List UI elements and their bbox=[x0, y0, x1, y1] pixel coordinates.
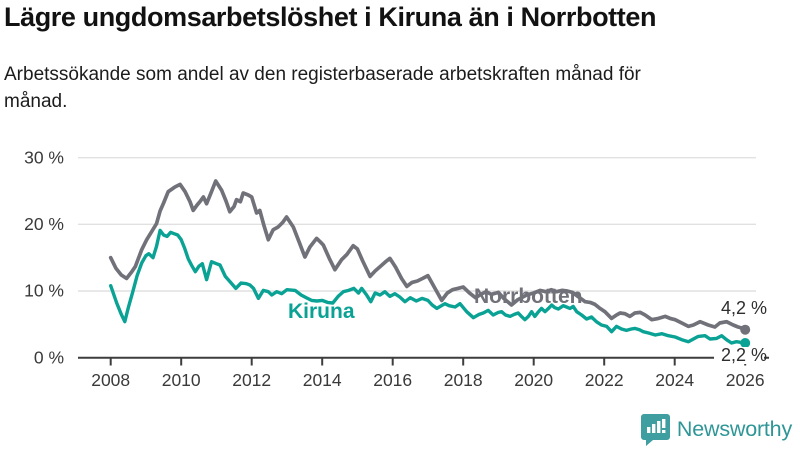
y-tick-label-30: 30 % bbox=[24, 148, 64, 168]
x-axis-ticks bbox=[109, 357, 747, 366]
x-tick-label-2018: 2018 bbox=[444, 370, 483, 390]
kiruna-end-value-label: 2,2 % bbox=[721, 345, 767, 365]
norrbotten-end-value-label: 4,2 % bbox=[721, 298, 767, 318]
chart-title: Lägre ungdomsarbetslöshet i Kiruna än i … bbox=[4, 2, 657, 32]
y-tick-label-20: 20 % bbox=[24, 214, 64, 234]
x-tick-label-2020: 2020 bbox=[514, 370, 553, 390]
end-label-backdrop bbox=[714, 347, 764, 364]
y-tick-label-10: 10 % bbox=[24, 281, 64, 301]
newsworthy-logo: Newsworthy bbox=[640, 412, 792, 446]
chart-subtitle: Arbetssökande som andel av den registerb… bbox=[4, 64, 641, 112]
x-tick-label-2024: 2024 bbox=[655, 370, 694, 390]
x-tick-label-2008: 2008 bbox=[91, 370, 130, 390]
y-axis-labels: 30 % 20 % 10 % 0 % bbox=[24, 148, 64, 368]
unemployment-line-chart: 30 % 20 % 10 % 0 % 2008 2010 2012 2014 2016 2… bbox=[24, 148, 769, 390]
x-tick-label-2022: 2022 bbox=[585, 370, 624, 390]
gridlines bbox=[78, 157, 756, 292]
x-tick-label-2014: 2014 bbox=[303, 370, 342, 390]
kiruna-series-label: Kiruna bbox=[288, 300, 355, 323]
norrbotten-end-dot bbox=[740, 324, 751, 335]
x-tick-label-2012: 2012 bbox=[232, 370, 271, 390]
y-tick-label-0: 0 % bbox=[34, 348, 64, 368]
x-tick-label-2010: 2010 bbox=[162, 370, 201, 390]
norrbotten-series-label: Norrbotten bbox=[474, 285, 583, 308]
norrbotten-line bbox=[108, 179, 748, 332]
series-lines bbox=[108, 179, 751, 348]
newsworthy-wordmark: Newsworthy bbox=[676, 416, 792, 441]
kiruna-end-dot bbox=[740, 338, 751, 348]
x-axis-labels: 2008 2010 2012 2014 2016 2018 2020 2022 2024 2026 bbox=[91, 370, 764, 390]
x-tick-label-2016: 2016 bbox=[373, 370, 412, 390]
bar-chart-speech-bubble-icon bbox=[640, 413, 670, 446]
kiruna-line bbox=[108, 228, 747, 345]
x-tick-label-2026: 2026 bbox=[726, 370, 765, 390]
